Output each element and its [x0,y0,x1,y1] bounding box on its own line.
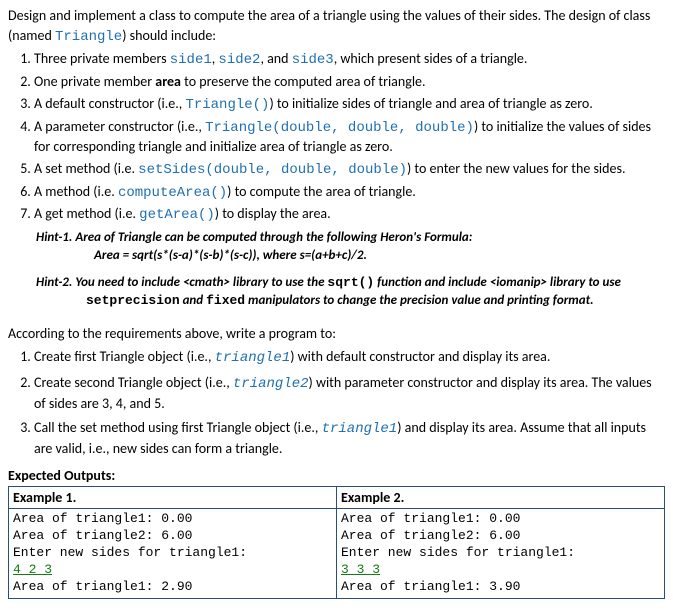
req5-pre: A set method (i.e. [34,160,138,177]
req1-m2: , and [260,50,291,67]
task-1: Create first Triangle object (i.e., tria… [34,347,665,369]
req-6: A method (i.e. computeArea()) to compute… [34,183,665,203]
req7-post: ) to display the area. [215,205,331,222]
task-3: Call the set method using first Triangle… [34,418,665,459]
req-2: One private member area to preserve the … [34,73,665,92]
tasks-list: Create first Triangle object (i.e., tria… [8,347,665,459]
task-2: Create second Triangle object (i.e., tri… [34,373,665,414]
h2t11: manipulators to change the precision val… [245,293,593,308]
req1-c3: side3 [292,52,334,68]
example1-header: Example 1. [9,487,337,509]
req2-b1: area [155,73,181,90]
h2t3: library to use the [230,275,327,290]
example1-cell: Area of triangle1: 0.00 Area of triangle… [9,509,337,598]
req1-pre: Three private members [34,50,170,67]
h2t5: function and include [374,275,490,290]
ex1-l1: Area of triangle1: 0.00 [13,511,332,528]
req1-post: , which present sides of a triangle. [334,50,528,67]
hint1-l1: Area of Triangle can be computed through… [75,230,472,245]
req6-c1: computeArea() [118,185,227,201]
expected-outputs-title: Expected Outputs: [8,467,665,484]
req-4: A parameter constructor (i.e., Triangle(… [34,118,665,157]
t2-pre: Create second Triangle object (i.e., [34,374,233,391]
req-7: A get method (i.e. getArea()) to display… [34,205,665,225]
req7-pre: A get method (i.e. [34,205,139,222]
t3-pre: Call the set method using first Triangle… [34,419,322,436]
ex1-l5: Area of triangle1: 2.90 [13,579,332,596]
hint2-label: Hint-2. [36,275,72,290]
req4-c1: Triangle(double, double, double) [205,120,474,136]
req-5: A set method (i.e. setSides(double, doub… [34,160,665,180]
t2-c1: triangle2 [233,376,309,392]
req2-pre: One private member [34,73,155,90]
req5-post: ) to enter the new values for the sides. [407,160,625,177]
ex2-input: 3 3 3 [341,562,660,579]
example2-header: Example 2. [337,487,665,509]
h2t4: sqrt() [327,275,374,290]
example2-cell: Area of triangle1: 0.00 Area of triangle… [337,509,665,598]
h2t2: <cmath> [183,275,230,290]
ex1-input: 4 2 3 [13,562,332,579]
req5-c1: setSides(double, double, double) [138,162,407,178]
requirements-list: Three private members side1, side2, and … [8,50,665,225]
req6-pre: A method (i.e. [34,183,118,200]
output-table: Example 1. Example 2. Area of triangle1:… [8,486,665,598]
t1-post: ) with default constructor and display i… [290,348,550,365]
ex1-l3: Enter new sides for triangle1: [13,545,332,562]
ex2-l2: Area of triangle2: 6.00 [341,528,660,545]
hint-1: Hint-1. Area of Triangle can be computed… [36,229,665,264]
req3-pre: A default constructor (i.e., [34,95,185,112]
hint1-l2: Area = sqrt(s*(s-a)*(s-b)*(s-c)), where … [94,248,367,263]
req4-pre: A parameter constructor (i.e., [34,118,205,135]
req-3: A default constructor (i.e., Triangle())… [34,95,665,115]
h2t8: setprecision [86,293,180,308]
req3-post: ) to initialize sides of triangle and ar… [269,95,592,112]
intro-text: Design and implement a class to compute … [8,6,665,47]
ex2-l1: Area of triangle1: 0.00 [341,511,660,528]
req7-c1: getArea() [139,207,215,223]
intro-line1a: Design and implement a class to compute … [8,7,565,24]
h2t10: fixed [206,293,245,308]
req1-c2: side2 [218,52,260,68]
h2t1: You need to include [75,275,183,290]
h2t6: <iomanip> [490,275,547,290]
req3-c1: Triangle() [185,97,269,113]
req2-post: to preserve the computed area of triangl… [181,73,426,90]
according-text: According to the requirements above, wri… [8,324,665,344]
class-name: Triangle [55,29,122,45]
ex2-l3: Enter new sides for triangle1: [341,545,660,562]
t3-c1: triangle1 [322,421,398,437]
ex2-l5: Area of triangle1: 3.90 [341,579,660,596]
hint1-label: Hint-1. [36,230,72,245]
t1-pre: Create first Triangle object (i.e., [34,348,215,365]
req6-post: ) to compute the area of triangle. [227,183,416,200]
h2t9: and [180,293,206,308]
hint-2: Hint-2. You need to include <cmath> libr… [36,274,665,309]
t1-c1: triangle1 [215,350,291,366]
req1-c1: side1 [170,52,212,68]
h2t7: library to use [547,275,621,290]
intro-line1c: ) should include: [122,27,216,44]
req-1: Three private members side1, side2, and … [34,50,665,70]
ex1-l2: Area of triangle2: 6.00 [13,528,332,545]
